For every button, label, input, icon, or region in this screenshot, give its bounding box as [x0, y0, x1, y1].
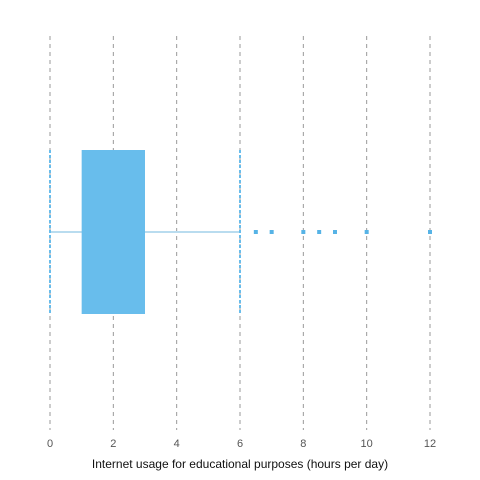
- x-axis-title: Internet usage for educational purposes …: [92, 457, 388, 471]
- outlier-point: [253, 230, 258, 234]
- x-tick-label: 8: [300, 438, 306, 450]
- x-tick-label: 2: [110, 438, 116, 450]
- outlier-point: [317, 230, 322, 234]
- x-tick-label: 6: [237, 438, 243, 450]
- grid-lines: [49, 36, 431, 430]
- outlier-point: [364, 230, 369, 234]
- x-tick-labels: 0 2 4 6 8 10 12: [47, 438, 436, 450]
- outlier-point: [428, 230, 432, 234]
- outlier-point: [333, 230, 337, 234]
- x-tick-label: 0: [47, 438, 53, 450]
- outlier-points: [253, 230, 432, 234]
- x-tick-label: 12: [424, 438, 436, 450]
- outlier-point: [269, 230, 274, 234]
- x-tick-label: 4: [174, 438, 180, 450]
- outlier-point: [301, 230, 306, 234]
- boxplot: [49, 150, 241, 314]
- x-tick-label: 10: [361, 438, 373, 450]
